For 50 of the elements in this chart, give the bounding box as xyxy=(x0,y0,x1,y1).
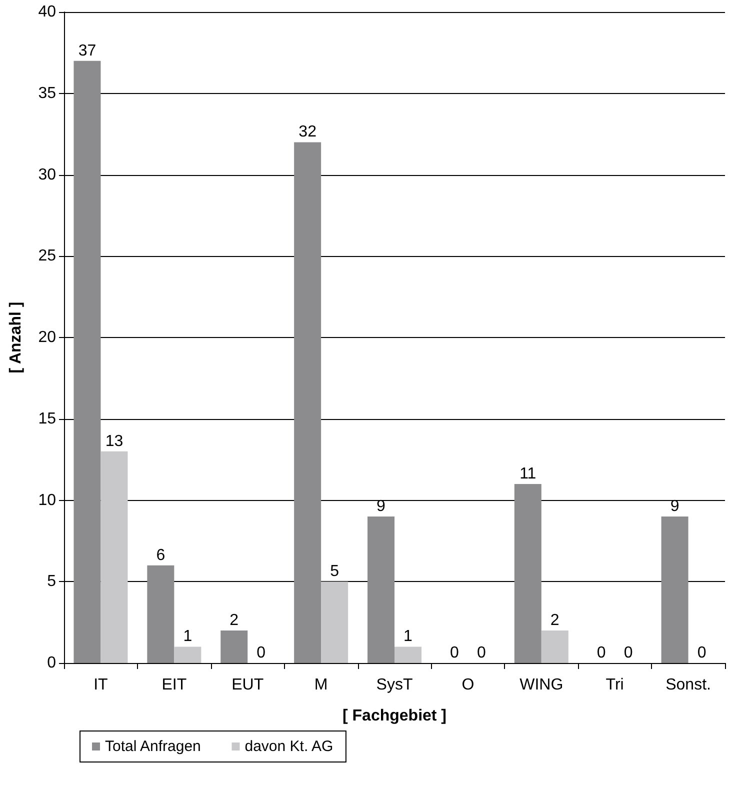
y-tick-label: 30 xyxy=(38,166,56,184)
data-label: 0 xyxy=(476,644,486,662)
x-axis-title: [ Fachgebiet ] xyxy=(342,708,447,724)
data-label: 0 xyxy=(450,644,459,662)
data-label: 0 xyxy=(596,644,606,662)
data-label: 11 xyxy=(520,465,536,482)
data-label: 0 xyxy=(256,644,266,662)
bar xyxy=(514,484,542,663)
legend-label: davon Kt. AG xyxy=(244,738,334,755)
data-label: 5 xyxy=(330,563,340,580)
data-label: 0 xyxy=(624,644,633,662)
x-tick-label: Tri xyxy=(606,676,624,694)
bar xyxy=(174,646,202,663)
y-tick-label: 0 xyxy=(47,654,56,672)
y-tick-label: 15 xyxy=(38,410,56,428)
data-label: 32 xyxy=(298,124,317,141)
data-label: 2 xyxy=(230,612,239,629)
bar xyxy=(541,630,568,663)
data-label: 13 xyxy=(105,432,124,450)
x-tick-label: M xyxy=(314,676,328,694)
y-axis-title: [ Anzahl ] xyxy=(8,302,24,374)
legend-label: Total Anfragen xyxy=(105,738,201,755)
y-tick-label: 40 xyxy=(38,4,56,20)
data-label: 0 xyxy=(697,644,706,662)
bar xyxy=(100,451,128,663)
x-tick-label: Sonst. xyxy=(666,676,711,694)
bar xyxy=(294,142,322,663)
data-label: 1 xyxy=(404,628,413,646)
y-tick-label: 5 xyxy=(47,573,56,590)
x-tick-label: O xyxy=(462,676,474,694)
bar xyxy=(147,565,174,663)
x-tick-label: IT xyxy=(94,676,108,694)
data-label: 2 xyxy=(550,612,560,629)
y-tick-label: 35 xyxy=(38,84,56,102)
bar xyxy=(220,630,248,663)
bar xyxy=(368,516,394,663)
y-tick-label: 25 xyxy=(38,248,56,265)
bar xyxy=(394,646,422,663)
bar xyxy=(321,582,348,663)
y-tick-label: 20 xyxy=(38,329,56,346)
x-tick-label: EUT xyxy=(232,676,264,694)
bar xyxy=(74,60,101,663)
bar xyxy=(661,516,688,663)
x-tick-label: EIT xyxy=(162,676,187,694)
y-tick-label: 10 xyxy=(38,492,56,509)
data-label: 6 xyxy=(156,546,166,564)
x-tick-label: WING xyxy=(520,676,564,694)
x-tick-label: SysT xyxy=(376,676,413,694)
data-label: 37 xyxy=(78,42,96,60)
data-label: 1 xyxy=(183,628,192,646)
